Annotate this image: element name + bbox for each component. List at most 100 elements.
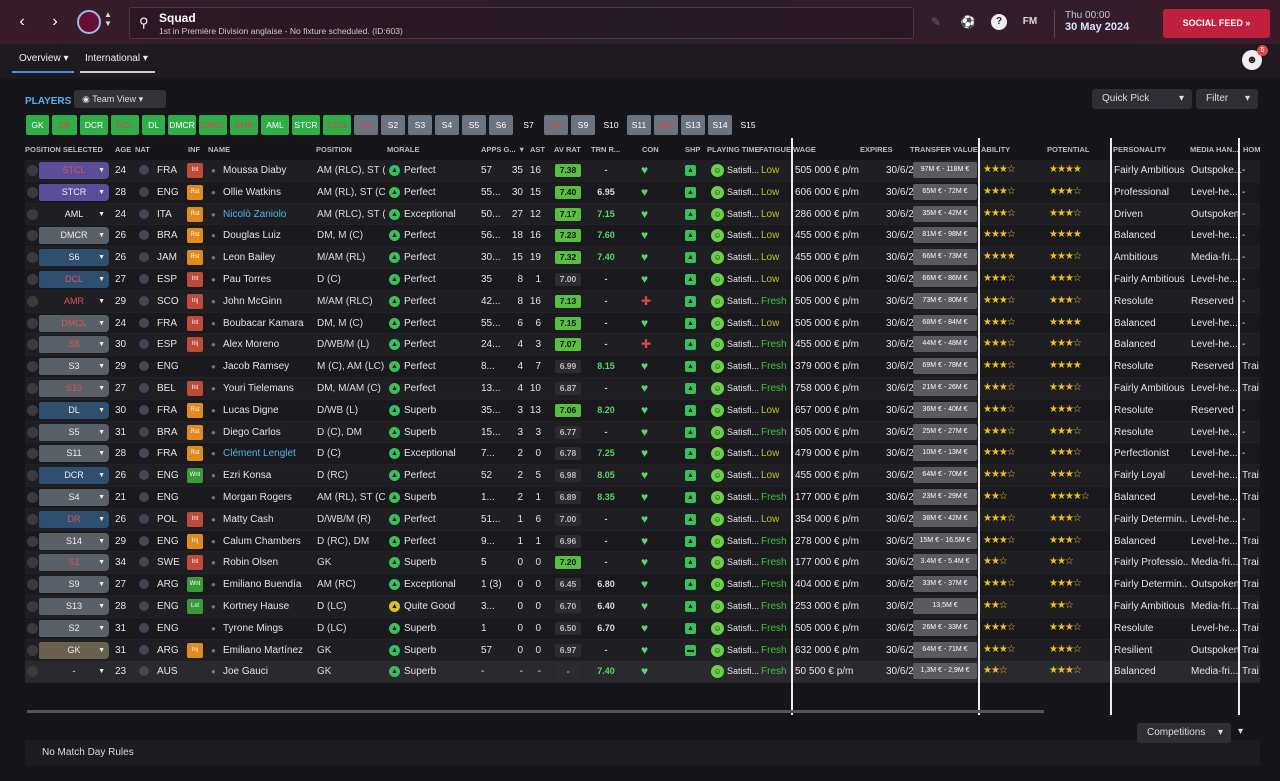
row-select-checkbox[interactable] (27, 295, 38, 307)
position-chip-stcl[interactable]: STCL (323, 115, 351, 135)
position-chip-dr[interactable]: DR (52, 115, 77, 135)
position-selected-dropdown[interactable]: S5 ▼ (39, 423, 109, 441)
quick-pick-dropdown[interactable]: Quick Pick ▾ (1092, 89, 1192, 109)
table-row[interactable]: S9 ▼ 27 ARG Wnt ● Emiliano Buendía AM (RC) ▲ Exce… (25, 574, 1260, 596)
table-row[interactable]: DR ▼ 26 POL Int ● Matty Cash D/WB/M (R) ▲ Perfect… (25, 508, 1260, 531)
table-row[interactable]: S2 ▼ 31 ENG ● Tyrone Mings D (LC) ▲ Superb 1 0 0 6.5… (25, 617, 1260, 640)
position-chip-s4[interactable]: S4 (435, 115, 459, 135)
position-selected-dropdown[interactable]: STCR ▼ (39, 183, 109, 201)
position-chip-aml[interactable]: AML (261, 115, 289, 135)
table-row[interactable]: STCR ▼ 28 ENG Rst ● Ollie Watkins AM (RL), ST (… (25, 181, 1260, 204)
col-fatigue[interactable]: FATIGUE (759, 145, 791, 154)
col-transfer-value[interactable]: TRANSFER VALUE (910, 145, 978, 154)
club-crest-icon[interactable] (77, 10, 101, 34)
col-position[interactable]: POSITION (316, 145, 352, 154)
filter-dropdown[interactable]: Filter ▾ (1196, 89, 1258, 109)
col-shp[interactable]: SHP (685, 145, 701, 154)
col-position-selected[interactable]: POSITION SELECTED (25, 145, 103, 154)
position-chip-s3[interactable]: S3 (408, 115, 432, 135)
table-row[interactable]: S14 ▼ 29 ENG Inj ● Calum Chambers D (RC), DM ▲ Pe… (25, 530, 1260, 553)
table-row[interactable]: S6 ▼ 26 JAM Rst ● Leon Bailey M/AM (RL) ▲ Perfect… (25, 247, 1260, 269)
player-name[interactable]: Moussa Diaby (223, 165, 287, 176)
position-selected-dropdown[interactable]: DCR ▼ (39, 467, 109, 485)
col-home[interactable]: HOM (1243, 145, 1261, 154)
position-selected-dropdown[interactable]: GK ▼ (39, 641, 109, 659)
col-wage[interactable]: WAGE (793, 145, 816, 154)
position-selected-dropdown[interactable]: S1 ▼ (39, 554, 109, 572)
row-select-checkbox[interactable] (27, 404, 38, 416)
fm-logo[interactable]: FM (1022, 16, 1038, 27)
player-name[interactable]: Boubacar Kamara (223, 317, 304, 329)
position-chip-dmcl[interactable]: DMCL (199, 115, 227, 135)
table-row[interactable]: S8 ▼ 30 ESP Inj ● Álex Moreno D/WB/M (L) ▲ Perfec… (25, 334, 1260, 357)
col-morale[interactable]: MORALE (387, 145, 420, 154)
player-name[interactable]: Emiliano Buendía (223, 579, 302, 591)
row-select-checkbox[interactable] (27, 208, 38, 220)
player-name[interactable]: Jacob Ramsey (223, 361, 290, 373)
player-name[interactable]: Douglas Luiz (223, 230, 281, 242)
position-chip-s9[interactable]: S9 (571, 115, 595, 135)
position-chip-s15[interactable]: S15 (740, 120, 756, 130)
row-select-checkbox[interactable] (27, 491, 38, 503)
position-chip-s8[interactable]: S8 (544, 115, 568, 135)
col-con[interactable]: CON (642, 145, 659, 154)
position-selected-dropdown[interactable]: - ▼ (39, 663, 109, 681)
row-select-checkbox[interactable] (27, 535, 38, 547)
position-selected-dropdown[interactable]: S8 ▼ (39, 336, 109, 354)
social-feed-button[interactable]: SOCIAL FEED » (1163, 9, 1270, 38)
position-chip-s10[interactable]: S10 (603, 120, 619, 130)
col-potential[interactable]: POTENTIAL (1047, 145, 1090, 154)
position-selected-dropdown[interactable]: S2 ▼ (39, 619, 109, 637)
collapse-chevron-icon[interactable]: ▾ (1238, 726, 1244, 737)
table-row[interactable]: DMCL ▼ 24 FRA Int ● Boubacar Kamara DM, M (C) ▲ P… (25, 312, 1260, 335)
position-chip-dcr[interactable]: DCR (80, 115, 108, 135)
col-inf[interactable]: INF (188, 145, 201, 154)
row-select-checkbox[interactable] (27, 382, 38, 394)
table-row[interactable]: DCR ▼ 26 ENG Wnt ● Ezri Konsa D (RC) ▲ Perfect 52 2… (25, 465, 1260, 487)
player-name[interactable]: Robin Olsen (223, 557, 279, 569)
position-selected-dropdown[interactable]: AMR ▼ (39, 292, 109, 310)
position-chip-s6[interactable]: S6 (489, 115, 513, 135)
position-chip-s12[interactable]: S12 (654, 115, 678, 135)
player-name[interactable]: Leon Bailey (223, 252, 276, 264)
col-apps[interactable]: APPS G... (481, 145, 516, 154)
player-name[interactable]: Lucas Digne (223, 404, 279, 416)
ball-icon[interactable]: ⚽ (960, 15, 976, 29)
row-select-checkbox[interactable] (27, 448, 38, 460)
player-name[interactable]: Clément Lenglet (223, 448, 296, 460)
position-chip-dl[interactable]: DL (142, 115, 165, 135)
position-selected-dropdown[interactable]: AML ▼ (39, 205, 109, 223)
position-chip-s13[interactable]: S13 (681, 115, 705, 135)
row-select-checkbox[interactable] (27, 426, 38, 438)
row-select-checkbox[interactable] (27, 230, 38, 242)
position-selected-dropdown[interactable]: S4 ▼ (39, 488, 109, 506)
table-row[interactable]: AMR ▼ 29 SCO Inj ● John McGinn M/AM (RLC) ▲ Perfe… (25, 290, 1260, 313)
row-select-checkbox[interactable] (27, 666, 38, 678)
table-row[interactable]: AML ▼ 24 ITA Rst ● Nicolò Zaniolo AM (RLC), ST … (25, 203, 1260, 226)
club-switch-icon[interactable]: ▲ ▼ (104, 10, 112, 28)
position-chip-amr[interactable]: AMR (230, 115, 258, 135)
horizontal-scrollbar[interactable] (27, 710, 1044, 713)
row-select-checkbox[interactable] (27, 513, 38, 525)
table-row[interactable]: DL ▼ 30 FRA Rst ● Lucas Digne D/WB (L) ▲ Superb 35… (25, 399, 1260, 422)
row-select-checkbox[interactable] (27, 165, 38, 176)
position-chip-stcr[interactable]: STCR (292, 115, 320, 135)
table-row[interactable]: S5 ▼ 31 BRA Rst ● Diego Carlos D (C), DM ▲ Superb… (25, 421, 1260, 444)
player-name[interactable]: Ollie Watkins (223, 186, 281, 198)
col-age[interactable]: AGE (115, 145, 132, 154)
col-nat[interactable]: NAT (135, 145, 150, 154)
row-select-checkbox[interactable] (27, 622, 38, 634)
col-name[interactable]: NAME (208, 145, 231, 154)
position-chip-s2[interactable]: S2 (381, 115, 405, 135)
position-selected-dropdown[interactable]: S10 ▼ (39, 379, 109, 397)
player-name[interactable]: Ezri Konsa (223, 470, 272, 482)
position-chip-gk[interactable]: GK (26, 115, 49, 135)
player-name[interactable]: John McGinn (223, 295, 282, 307)
table-row[interactable]: DCL ▼ 27 ESP Int ● Pau Torres D (C) ▲ Perfect 35 8 1… (25, 268, 1260, 291)
player-name[interactable]: Calum Chambers (223, 535, 301, 547)
tab-international[interactable]: International ▾ (80, 53, 155, 73)
row-select-checkbox[interactable] (27, 579, 38, 591)
col-av-rat[interactable]: AV RAT (554, 145, 581, 154)
row-select-checkbox[interactable] (27, 644, 38, 656)
position-selected-dropdown[interactable]: S11 ▼ (39, 445, 109, 463)
